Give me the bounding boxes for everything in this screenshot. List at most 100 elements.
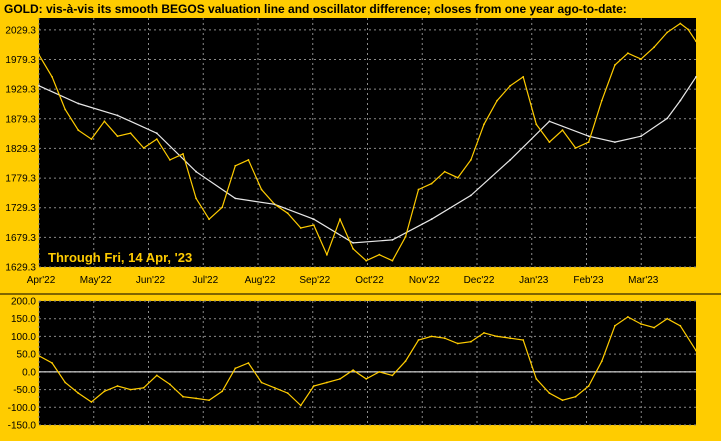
price-point (470, 159, 472, 161)
x-tick-label: May'22 (80, 275, 112, 286)
oscillator-point (679, 324, 682, 327)
oscillator-point (221, 390, 224, 393)
price-point (679, 22, 682, 25)
oscillator-point (51, 362, 53, 364)
price-point (195, 197, 198, 200)
price-point (103, 120, 106, 123)
oscillator-point (103, 390, 106, 393)
oscillator-y-tick-label: 0.0 (22, 367, 36, 378)
price-point (221, 206, 224, 209)
x-axis: Apr'22 May'22 Jun'22 Jul'22 Aug'22 Sep'22 Oct'… (27, 275, 659, 286)
oscillator-y-tick-label: -100.0 (8, 403, 37, 414)
price-point (574, 147, 577, 149)
oscillator-y-tick-label: -150.0 (8, 421, 37, 432)
oscillator-point (77, 392, 80, 394)
price-point (142, 147, 145, 149)
price-point (443, 170, 446, 173)
price-point (535, 123, 538, 126)
x-tick-label: Jun'22 (136, 275, 166, 286)
oscillator-point (378, 371, 381, 373)
oscillator-points (38, 316, 697, 407)
price-point (234, 164, 237, 167)
valuation-point (695, 76, 697, 78)
oscillator-point (142, 386, 145, 389)
oscillator-point (195, 397, 198, 400)
price-point (456, 176, 459, 179)
price-point (666, 31, 669, 34)
oscillator-point (483, 332, 485, 334)
valuation-point (234, 197, 237, 200)
oscillator-point (496, 335, 498, 338)
price-point (653, 46, 655, 49)
oscillator-point (417, 339, 420, 341)
valuation-point (195, 170, 198, 173)
price-point (299, 227, 302, 229)
price-point (404, 236, 407, 238)
x-tick-label: Feb'23 (573, 275, 604, 286)
valuation-point (155, 132, 158, 135)
oscillator-y-tick-label: 50.0 (17, 350, 37, 361)
valuation-point (640, 135, 642, 138)
x-tick-label: Apr'22 (27, 275, 56, 286)
chart-title: GOLD: vis-à-vis its smooth BEGOS valuati… (4, 2, 627, 16)
valuation-point (430, 218, 433, 221)
price-y-tick-label: 1629.3 (5, 263, 36, 274)
oscillator-point (116, 385, 119, 387)
x-tick-label: Dec'22 (464, 275, 495, 286)
price-point (38, 54, 40, 56)
oscillator-point (653, 326, 655, 329)
valuation-point (614, 141, 616, 144)
price-y-tick-label: 1779.3 (5, 174, 36, 185)
price-point (548, 141, 551, 144)
x-tick-label: Aug'22 (245, 275, 276, 286)
price-point (51, 76, 53, 78)
oscillator-point (326, 381, 328, 384)
valuation-point (312, 218, 315, 221)
oscillator-point (155, 374, 158, 377)
price-point (155, 138, 158, 141)
price-point (339, 218, 341, 221)
price-point (600, 99, 603, 102)
oscillator-point (38, 355, 40, 357)
valuation-point (666, 117, 669, 120)
oscillator-point (600, 360, 603, 363)
price-y-axis: 2029.3 1979.3 1929.3 1879.3 1829.3 1779.3 1729… (5, 25, 36, 273)
price-point (326, 253, 328, 256)
price-point (522, 76, 525, 78)
oscillator-point (129, 388, 132, 391)
oscillator-point (299, 404, 302, 407)
price-point (509, 84, 512, 87)
oscillator-point (365, 378, 368, 380)
price-point (312, 224, 315, 227)
price-point (64, 108, 67, 111)
x-tick-label: Sep'22 (299, 275, 330, 286)
price-point (365, 259, 368, 262)
valuation-point (509, 159, 512, 161)
oscillator-point (339, 378, 341, 380)
price-y-tick-label: 1979.3 (5, 55, 36, 66)
oscillator-point (548, 392, 551, 394)
price-point (627, 52, 629, 55)
price-point (391, 259, 394, 262)
price-point (614, 64, 616, 66)
oscillator-grid (38, 300, 696, 426)
valuation-point (470, 194, 472, 197)
oscillator-y-tick-label: 200.0 (11, 297, 36, 308)
valuation-line (38, 76, 697, 244)
oscillator-point (695, 349, 697, 352)
oscillator-point (182, 395, 184, 398)
price-line (38, 22, 697, 262)
oscillator-point (640, 323, 642, 325)
price-point (417, 188, 420, 191)
price-point (352, 247, 354, 250)
x-tick-label: Mar'23 (628, 275, 659, 286)
oscillator-y-axis: 200.0 150.0 100.0 50.0 0.0 -50.0 -100.0 -150.0 (8, 297, 37, 432)
oscillator-point (247, 362, 250, 364)
oscillator-point (169, 383, 171, 386)
price-point (116, 135, 119, 138)
oscillator-point (260, 381, 263, 384)
price-point (687, 28, 689, 31)
valuation-point (273, 203, 276, 206)
oscillator-point (273, 386, 276, 389)
price-point (129, 132, 132, 135)
